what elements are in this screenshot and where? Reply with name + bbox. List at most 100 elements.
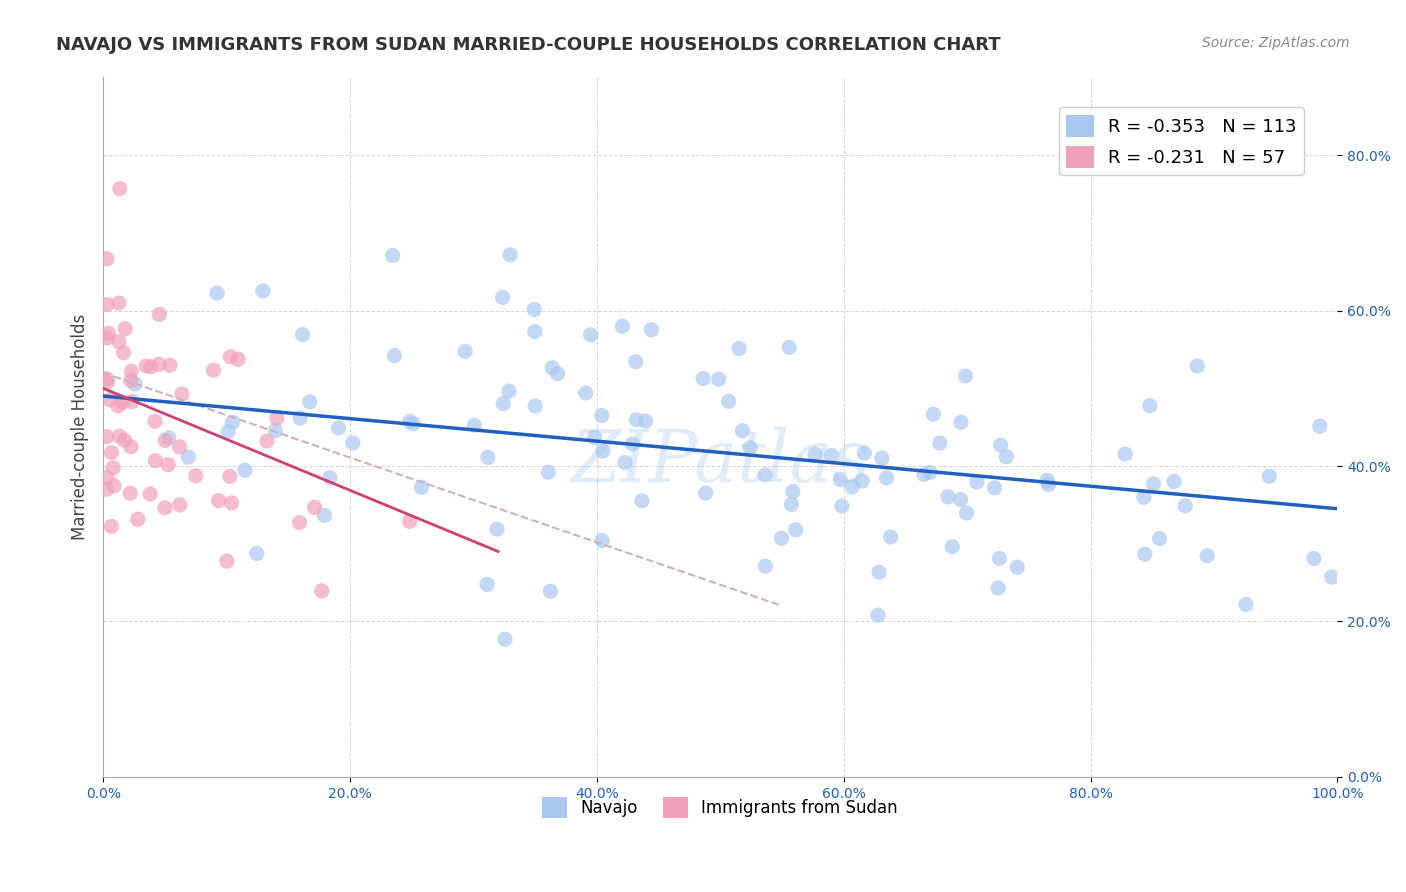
Point [311,583,333,598]
Point [853,446,876,460]
Point [955,506,977,520]
Point [143,414,166,428]
Text: Source: ZipAtlas.com: Source: ZipAtlas.com [1202,36,1350,50]
Point [1174,499,1197,513]
Point [754,467,776,482]
Point [491,290,513,304]
Point [912,467,935,482]
Point [1309,419,1331,434]
Point [983,481,1005,495]
Point [541,360,564,375]
Point [740,441,762,455]
Point [108,182,131,196]
Point [695,486,717,500]
Point [159,358,181,372]
Point [97,326,120,341]
Point [782,484,804,499]
Point [256,434,278,448]
Point [127,512,149,526]
Point [780,497,803,511]
Point [626,413,648,427]
Point [148,308,170,322]
Point [966,475,988,489]
Point [868,565,890,579]
Point [591,409,613,423]
Point [246,546,269,560]
Point [328,421,350,435]
Point [157,458,180,472]
Point [875,471,897,485]
Point [101,460,124,475]
Point [96,372,118,386]
Point [928,436,950,450]
Point [96,252,118,266]
Point [314,508,336,523]
Point [1234,598,1257,612]
Point [169,440,191,454]
Point [936,490,959,504]
Point [583,430,606,444]
Point [831,499,853,513]
Point [1139,399,1161,413]
Point [1133,547,1156,561]
Point [304,500,326,515]
Point [342,436,364,450]
Point [1038,477,1060,491]
Point [402,417,425,431]
Point [785,523,807,537]
Y-axis label: Married-couple Households: Married-couple Households [72,314,89,541]
Point [288,516,311,530]
Point [226,352,249,367]
Point [631,493,654,508]
Point [1197,549,1219,563]
Point [879,530,901,544]
Point [624,355,647,369]
Point [707,372,730,386]
Point [170,387,193,401]
Point [107,399,129,413]
Point [120,486,142,500]
Point [177,450,200,464]
Point [486,522,509,536]
Point [841,480,863,494]
Point [202,363,225,377]
Point [830,473,852,487]
Point [298,394,321,409]
Point [492,396,515,410]
Point [184,468,207,483]
Point [98,392,121,407]
Point [108,334,131,349]
Point [114,434,136,448]
Point [266,411,288,425]
Point [398,415,420,429]
Point [221,415,243,429]
Point [866,608,889,623]
Point [1258,469,1281,483]
Point [121,394,143,409]
Point [221,496,243,510]
Point [754,559,776,574]
Point [498,384,520,398]
Point [1187,359,1209,373]
Point [145,453,167,467]
Point [169,498,191,512]
Point [922,407,945,421]
Point [411,480,433,494]
Point [120,440,142,454]
Point [523,302,546,317]
Point [288,411,311,425]
Point [477,450,499,465]
Point [950,415,973,429]
Point [1163,475,1185,489]
Point [96,470,118,484]
Point [499,248,522,262]
Point [139,487,162,501]
Point [987,581,1010,595]
Point [148,357,170,371]
Point [139,359,162,374]
Legend: Navajo, Immigrants from Sudan: Navajo, Immigrants from Sudan [536,791,905,824]
Point [96,298,118,312]
Point [135,359,157,373]
Point [851,474,873,488]
Point [804,447,827,461]
